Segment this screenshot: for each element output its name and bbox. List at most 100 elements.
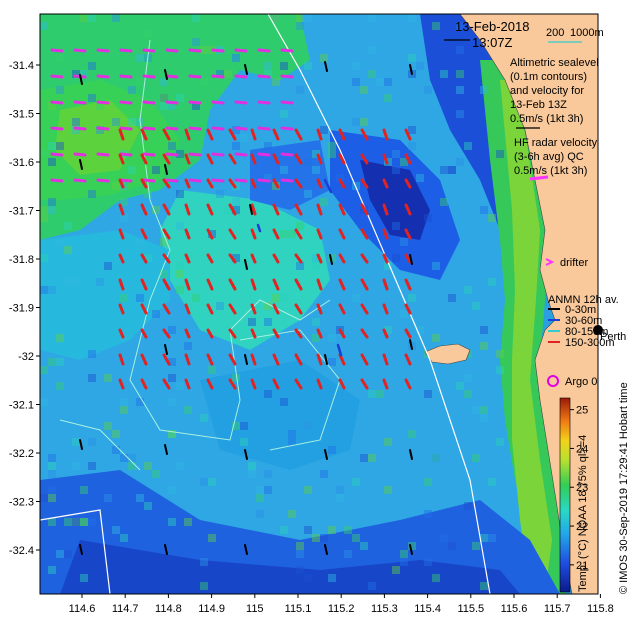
velocity-arrow xyxy=(250,178,257,189)
sst-pixel xyxy=(344,526,352,534)
y-tick-label: -31.5 xyxy=(9,109,34,121)
velocity-arrow xyxy=(164,544,168,555)
sst-pixel xyxy=(176,150,184,158)
sst-pixel xyxy=(48,158,56,166)
sst-pixel xyxy=(376,78,384,86)
sst-pixel xyxy=(296,542,304,550)
sst-pixel xyxy=(360,118,368,126)
sst-pixel xyxy=(176,150,184,158)
sst-pixel xyxy=(152,206,160,214)
sst-pixel xyxy=(152,470,160,478)
velocity-arrow xyxy=(338,353,346,366)
sst-pixel xyxy=(200,582,208,590)
velocity-arrow xyxy=(382,178,389,189)
sst-pixel xyxy=(248,462,256,470)
sst-pixel xyxy=(296,14,304,22)
sst-pixel xyxy=(264,390,272,398)
velocity-arrow xyxy=(184,278,191,291)
sst-pixel xyxy=(472,302,480,310)
sst-pixel xyxy=(136,494,144,502)
sst-pixel xyxy=(56,334,64,342)
sst-pixel xyxy=(496,366,504,374)
sst-pixel xyxy=(72,518,80,526)
velocity-arrow xyxy=(382,203,389,216)
sst-pixel xyxy=(80,14,88,22)
velocity-arrow xyxy=(338,378,346,390)
velocity-arrow xyxy=(165,100,179,105)
velocity-arrow xyxy=(118,303,125,315)
sst-pixel xyxy=(456,46,464,54)
velocity-arrow xyxy=(188,152,202,157)
sst-pixel xyxy=(168,430,176,438)
velocity-arrow xyxy=(184,353,191,366)
sst-pixel xyxy=(56,550,64,558)
velocity-arrow xyxy=(162,253,171,264)
sst-pixel xyxy=(80,518,88,526)
velocity-arrow xyxy=(360,328,369,339)
sst-pixel xyxy=(128,118,136,126)
sst-pixel xyxy=(160,94,168,102)
velocity-arrow xyxy=(280,100,294,105)
x-tick-label: 114.6 xyxy=(69,603,96,615)
header-time: 13:07Z xyxy=(472,35,513,50)
velocity-arrow xyxy=(280,48,294,53)
sst-pixel xyxy=(424,86,432,94)
velocity-arrow xyxy=(228,278,237,291)
velocity-arrow xyxy=(73,126,87,131)
sst-pixel xyxy=(40,206,48,214)
sst-pixel xyxy=(440,70,448,78)
velocity-arrow xyxy=(140,203,148,216)
velocity-arrow xyxy=(118,128,125,141)
sst-pixel xyxy=(144,30,152,38)
sst-pixel xyxy=(384,438,392,446)
anmn-legend-title: ANMN 12h av. xyxy=(548,294,619,306)
sst-pixel xyxy=(136,398,144,406)
velocity-arrow xyxy=(206,253,214,264)
scale-1000-label: 1000m xyxy=(570,27,604,39)
velocity-arrow xyxy=(316,278,323,291)
sst-pixel xyxy=(232,374,240,382)
sst-pixel xyxy=(176,190,184,198)
velocity-arrow xyxy=(234,152,248,157)
sst-pixel xyxy=(64,518,72,526)
sst-pixel xyxy=(296,222,304,230)
velocity-arrow xyxy=(228,253,237,264)
velocity-arrow xyxy=(118,378,125,390)
sst-pixel xyxy=(448,294,456,302)
velocity-arrow xyxy=(228,228,237,240)
sst-pixel xyxy=(176,286,184,294)
sst-pixel xyxy=(464,142,472,150)
sst-pixel xyxy=(320,534,328,542)
scale-200-label: 200 xyxy=(546,27,564,39)
argo-label: Argo 0 xyxy=(565,376,597,388)
colorbar xyxy=(559,397,571,593)
velocity-arrow xyxy=(329,254,333,265)
sst-pixel xyxy=(56,142,64,150)
velocity-arrow xyxy=(118,253,125,264)
sst-pixel xyxy=(176,270,184,278)
velocity-arrow xyxy=(257,100,271,105)
sst-pixel xyxy=(40,150,48,158)
x-tick-label: 114.8 xyxy=(155,603,182,615)
sst-pixel xyxy=(232,254,240,262)
sst-pixel xyxy=(248,470,256,478)
colorbar-tick-label: 21 xyxy=(576,560,588,572)
velocity-arrow xyxy=(211,100,225,105)
sst-pixel xyxy=(88,62,96,70)
colorbar-tick-label: 24 xyxy=(576,443,588,455)
velocity-arrow xyxy=(272,378,280,390)
sst-pixel xyxy=(264,62,272,70)
sst-pixel xyxy=(296,86,304,94)
y-tick-label: -31.7 xyxy=(9,206,34,218)
sst-pixel xyxy=(312,166,320,174)
velocity-arrow xyxy=(162,203,171,216)
sst-pixel xyxy=(48,358,56,366)
sst-pixel xyxy=(264,486,272,494)
sst-pixel xyxy=(392,150,400,158)
velocity-arrow xyxy=(234,100,248,105)
sst-pixel xyxy=(272,14,280,22)
y-tick-label: -31.4 xyxy=(9,60,34,72)
sst-pixel xyxy=(408,430,416,438)
land-mass xyxy=(430,13,599,595)
